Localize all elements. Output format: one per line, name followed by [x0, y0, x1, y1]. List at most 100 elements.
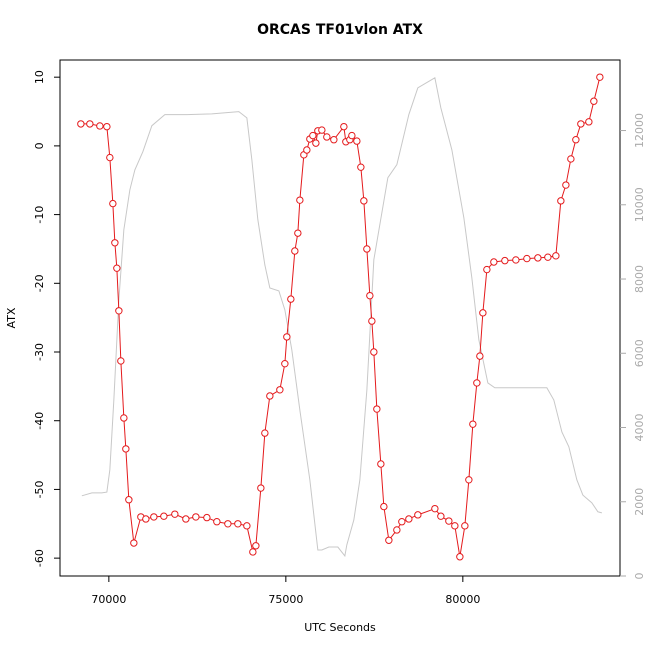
point	[142, 515, 150, 523]
x-axis-label: UTC Seconds	[304, 621, 376, 634]
point	[203, 513, 211, 522]
point	[366, 291, 374, 300]
point	[249, 548, 257, 556]
point	[96, 122, 104, 130]
y2-tick-label: 2000	[633, 488, 646, 516]
point	[330, 136, 338, 144]
point	[130, 539, 138, 547]
point	[377, 460, 385, 468]
point	[303, 146, 311, 154]
point	[512, 256, 520, 264]
point	[456, 553, 464, 561]
point	[461, 522, 469, 530]
y2-tick-label: 0	[633, 573, 646, 580]
point	[213, 518, 221, 526]
point	[590, 97, 598, 105]
point	[398, 518, 406, 526]
point	[544, 253, 552, 261]
point	[294, 229, 302, 237]
point	[340, 122, 348, 131]
point	[577, 120, 585, 128]
point	[552, 252, 560, 260]
point	[283, 333, 291, 341]
point	[103, 122, 111, 131]
y2-tick-label: 10000	[633, 187, 646, 222]
y2-tick-label: 6000	[633, 339, 646, 367]
y-tick-label: 0	[33, 142, 46, 149]
point	[585, 118, 593, 126]
point	[393, 526, 401, 534]
point	[414, 511, 422, 519]
point	[479, 309, 487, 317]
point	[109, 199, 117, 208]
point	[567, 155, 575, 163]
point	[370, 348, 378, 356]
point	[171, 510, 179, 518]
point	[562, 181, 570, 189]
y-tick-label: -30	[33, 343, 46, 361]
point	[469, 420, 477, 428]
point	[312, 139, 320, 147]
point	[281, 359, 289, 368]
point	[224, 520, 232, 528]
point	[572, 136, 580, 144]
point	[596, 73, 604, 81]
x-tick-label: 70000	[91, 593, 126, 606]
y2-tick-label: 4000	[633, 414, 646, 442]
point	[257, 484, 265, 492]
point	[557, 197, 565, 205]
point	[115, 307, 123, 315]
point	[276, 386, 284, 394]
point	[373, 405, 381, 413]
x-tick-label: 75000	[268, 593, 303, 606]
chart-title: ORCAS TF01vlon ATX	[257, 22, 423, 38]
point	[385, 536, 393, 544]
point	[296, 196, 304, 204]
point	[473, 379, 481, 387]
point	[523, 254, 531, 263]
y-tick-label: -40	[33, 412, 46, 430]
point	[534, 254, 542, 262]
point	[234, 520, 242, 528]
point	[483, 265, 491, 274]
point	[431, 504, 439, 513]
point	[363, 245, 371, 253]
point	[405, 515, 413, 523]
point	[476, 352, 484, 360]
point	[111, 239, 119, 247]
point	[113, 264, 121, 272]
point	[445, 517, 453, 525]
point	[125, 496, 133, 504]
y-tick-label: -60	[33, 549, 46, 567]
point	[368, 317, 376, 325]
point	[380, 502, 388, 511]
plot-frame	[59, 59, 621, 577]
point	[287, 295, 295, 303]
point	[77, 120, 85, 128]
point	[309, 131, 317, 140]
x-tick-label: 80000	[445, 593, 480, 606]
point	[150, 513, 158, 521]
point	[266, 392, 274, 400]
y2-tick-label: 8000	[633, 265, 646, 293]
point	[323, 133, 331, 141]
point	[490, 258, 498, 266]
series-line	[81, 77, 603, 558]
point	[122, 445, 130, 453]
point	[451, 522, 459, 530]
y-tick-label: -10	[33, 206, 46, 224]
y-axis-label: ATX	[5, 307, 18, 328]
point	[501, 256, 509, 265]
point	[117, 357, 125, 365]
y-tick-label: -20	[33, 274, 46, 292]
point	[348, 131, 356, 140]
point	[192, 513, 200, 521]
point	[437, 512, 445, 520]
y-tick-label: -50	[33, 480, 46, 498]
y2-tick-label: 12000	[633, 113, 646, 148]
point	[86, 120, 94, 128]
point	[318, 126, 326, 134]
point	[357, 163, 365, 171]
point	[291, 247, 299, 255]
